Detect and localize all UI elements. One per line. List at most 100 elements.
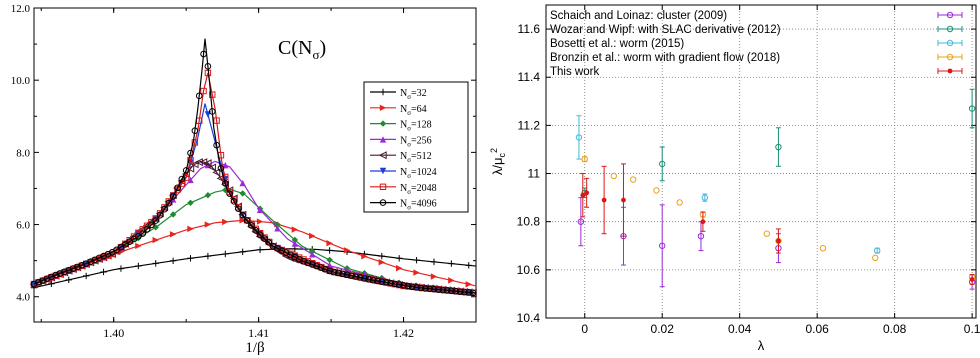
data-point <box>465 281 472 288</box>
data-point <box>213 117 220 124</box>
data-point <box>387 279 394 287</box>
data-point <box>43 275 51 282</box>
data-point <box>339 270 346 278</box>
data-point <box>217 164 225 172</box>
data-point <box>156 211 164 219</box>
y-tick-label: 4.0 <box>16 292 30 304</box>
data-point <box>378 278 386 285</box>
data-point <box>308 261 316 268</box>
data-point <box>135 262 142 270</box>
data-point <box>204 192 212 199</box>
x-tick-label: 0 <box>581 322 588 336</box>
right-series-points <box>575 88 976 290</box>
data-point <box>187 156 194 164</box>
data-point <box>348 272 355 279</box>
data-point <box>819 244 827 252</box>
data-point <box>174 184 181 192</box>
data-point <box>152 217 160 224</box>
data-point <box>256 218 264 225</box>
data-point <box>256 246 264 253</box>
x-tick-label: 0.1 <box>964 322 980 336</box>
data-point <box>209 91 216 98</box>
data-point <box>139 226 146 233</box>
data-point <box>413 269 420 276</box>
data-point <box>48 273 55 281</box>
left-axis-ticks: 1.40 1.41 1.42 4.0 6.0 8.0 10.0 12.0 <box>11 3 477 340</box>
data-point <box>309 251 316 258</box>
data-point <box>443 287 451 294</box>
legend-entry-n-128: Nσ=128 <box>370 120 432 133</box>
legend-label: Nσ=128 <box>400 120 432 133</box>
data-point <box>448 260 455 267</box>
data-point <box>361 253 368 260</box>
data-point <box>430 273 438 280</box>
data-point <box>326 239 333 247</box>
left-plot-frame <box>33 7 477 323</box>
legend-marker <box>947 68 953 74</box>
data-point <box>187 255 194 262</box>
data-point <box>30 280 38 288</box>
legend-marker <box>379 167 387 175</box>
data-point <box>187 176 194 184</box>
data-point <box>235 205 242 212</box>
data-point <box>330 268 338 276</box>
data-point <box>395 264 403 272</box>
data-point <box>352 273 360 280</box>
data-point <box>291 240 299 247</box>
data-point <box>186 164 195 173</box>
data-point <box>226 190 233 197</box>
y-tick-label: 10.0 <box>11 75 31 87</box>
data-point <box>169 193 177 200</box>
series-line <box>33 248 477 289</box>
data-point <box>248 222 255 229</box>
data-point <box>776 238 781 244</box>
data-point <box>187 225 194 233</box>
data-point <box>321 266 329 273</box>
legend-box <box>363 81 469 213</box>
data-point <box>74 263 81 271</box>
data-point <box>356 274 364 281</box>
data-point <box>222 173 229 181</box>
data-point <box>204 221 212 228</box>
data-point <box>291 245 299 253</box>
x-tick-label: 1.41 <box>248 326 269 340</box>
data-point <box>326 267 333 275</box>
left-axes-frame <box>33 7 477 323</box>
left-series-lines <box>29 38 477 297</box>
data-point <box>452 287 460 295</box>
data-point <box>601 197 607 203</box>
right-axis-ticks: 0 0.02 0.04 0.06 0.08 0.1 10.4 10.6 10.8 11 11.2 11… <box>517 5 980 336</box>
data-point <box>317 264 325 271</box>
y-tick-label: 12.0 <box>11 3 31 15</box>
data-point <box>213 141 220 149</box>
data-point <box>968 105 976 112</box>
legend-label: Wozar and Wipf: with SLAC derivative (20… <box>550 24 781 36</box>
data-point <box>190 160 199 169</box>
series-wozar-and-wipf-with-slac-derivative-2012 <box>581 88 976 199</box>
data-point <box>653 187 660 194</box>
data-point <box>222 218 229 226</box>
data-point <box>207 163 216 172</box>
data-point <box>335 269 342 277</box>
data-point <box>621 197 626 203</box>
data-point <box>65 266 73 274</box>
legend-label: Nσ=512 <box>400 151 432 164</box>
data-point <box>465 289 473 296</box>
data-point <box>430 285 438 293</box>
data-point <box>200 50 207 58</box>
data-point <box>143 225 151 233</box>
legend-entry-this-work: This work <box>550 66 963 78</box>
data-point <box>169 257 177 264</box>
data-point <box>676 199 683 206</box>
data-point <box>763 230 771 237</box>
data-point <box>326 247 333 254</box>
data-point <box>243 217 251 224</box>
data-point <box>187 199 194 207</box>
x-tick-label: 1.42 <box>393 326 414 340</box>
heat-capacity-chart: 1.40 1.41 1.42 4.0 6.0 8.0 10.0 12.0 C(Nσ) Nσ=3… <box>11 3 477 356</box>
legend-label: Schaich and Loinaz: cluster (2009) <box>550 10 727 22</box>
data-point <box>378 259 386 266</box>
legend-label: Bosetti et al.: worm (2015) <box>550 38 684 50</box>
data-point <box>78 262 86 269</box>
data-point <box>874 247 881 254</box>
